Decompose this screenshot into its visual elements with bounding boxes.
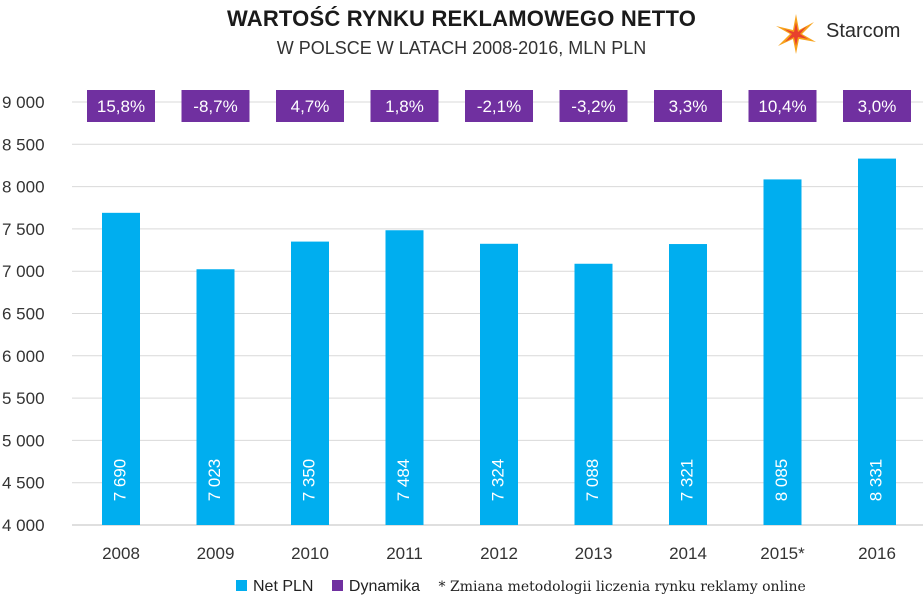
y-tick-label: 7 500 xyxy=(2,220,45,239)
legend-item-net: Net PLN xyxy=(236,578,313,596)
legend-label-net: Net PLN xyxy=(253,578,314,595)
bar xyxy=(291,241,329,525)
bar xyxy=(669,244,707,525)
bar-value-label: 7 324 xyxy=(488,459,507,502)
bar-value-label: 8 085 xyxy=(772,459,791,502)
chart-title: WARTOŚĆ RYNKU REKLAMOWEGO NETTO xyxy=(226,6,697,31)
bar xyxy=(763,179,802,525)
starcom-logo: Starcom xyxy=(772,12,922,56)
y-tick-label: 7 000 xyxy=(2,262,45,281)
bar-value-label: 7 484 xyxy=(394,459,413,502)
dynamika-badge xyxy=(654,90,722,122)
logo-text: Starcom xyxy=(826,20,901,42)
dynamika-badge xyxy=(370,90,439,122)
dynamika-badge xyxy=(181,90,250,122)
x-tick-label: 2009 xyxy=(197,544,235,563)
x-tick-label: 2015* xyxy=(760,544,805,563)
dynamika-badge xyxy=(559,90,628,122)
dynamika-badge xyxy=(748,90,817,122)
dynamika-label: 15,8% xyxy=(97,97,145,116)
bar-value-label: 8 331 xyxy=(866,459,885,502)
dynamika-badge xyxy=(843,90,911,122)
legend-swatch-net xyxy=(236,580,247,591)
y-tick-label: 5 000 xyxy=(2,431,45,450)
y-tick-label: 5 500 xyxy=(2,389,45,408)
bar-value-label: 7 023 xyxy=(205,459,224,502)
legend-item-dynamika: Dynamika xyxy=(331,578,421,596)
bar xyxy=(385,230,424,525)
y-tick-label: 6 000 xyxy=(2,347,45,366)
dynamika-badge xyxy=(465,90,533,122)
bar xyxy=(480,243,518,525)
starburst-icon xyxy=(776,14,816,54)
x-tick-label: 2014 xyxy=(669,544,707,563)
x-tick-label: 2008 xyxy=(102,544,140,563)
x-tick-label: 2011 xyxy=(386,544,423,563)
dynamika-label: -3,2% xyxy=(571,97,615,116)
dynamika-label: -8,7% xyxy=(193,97,237,116)
x-tick-label: 2013 xyxy=(575,544,613,563)
y-tick-label: 9 000 xyxy=(2,93,45,112)
bar xyxy=(574,263,613,525)
y-tick-label: 8 000 xyxy=(2,178,45,197)
x-tick-label: 2012 xyxy=(480,544,518,563)
dynamika-label: -2,1% xyxy=(477,97,521,116)
y-tick-label: 8 500 xyxy=(2,135,45,154)
dynamika-label: 4,7% xyxy=(291,97,330,116)
legend: Net PLN Dynamika * Zmiana metodologii li… xyxy=(236,578,806,596)
dynamika-badge xyxy=(87,90,155,122)
dynamika-label: 1,8% xyxy=(385,97,424,116)
dynamika-label: 3,0% xyxy=(858,97,897,116)
dynamika-label: 10,4% xyxy=(758,97,806,116)
bar-value-label: 7 350 xyxy=(299,459,318,502)
dynamika-badge xyxy=(276,90,344,122)
legend-label-dynamika: Dynamika xyxy=(348,578,421,595)
x-tick-label: 2010 xyxy=(291,544,329,563)
bar-value-label: 7 690 xyxy=(110,459,129,502)
legend-note: * Zmiana metodologii liczenia rynku rekl… xyxy=(438,579,806,595)
bar-value-label: 7 321 xyxy=(677,459,696,502)
y-tick-label: 4 000 xyxy=(2,516,45,535)
chart-subtitle: W POLSCE W LATACH 2008-2016, MLN PLN xyxy=(276,38,647,58)
bar xyxy=(102,212,140,526)
y-tick-label: 4 500 xyxy=(2,474,45,493)
x-tick-label: 2016 xyxy=(858,544,896,563)
bar-value-label: 7 088 xyxy=(583,459,602,502)
legend-swatch-dynamika xyxy=(331,580,343,591)
bar xyxy=(196,269,235,525)
bar xyxy=(858,158,896,525)
dynamika-label: 3,3% xyxy=(669,97,708,116)
y-tick-label: 6 500 xyxy=(2,305,45,324)
